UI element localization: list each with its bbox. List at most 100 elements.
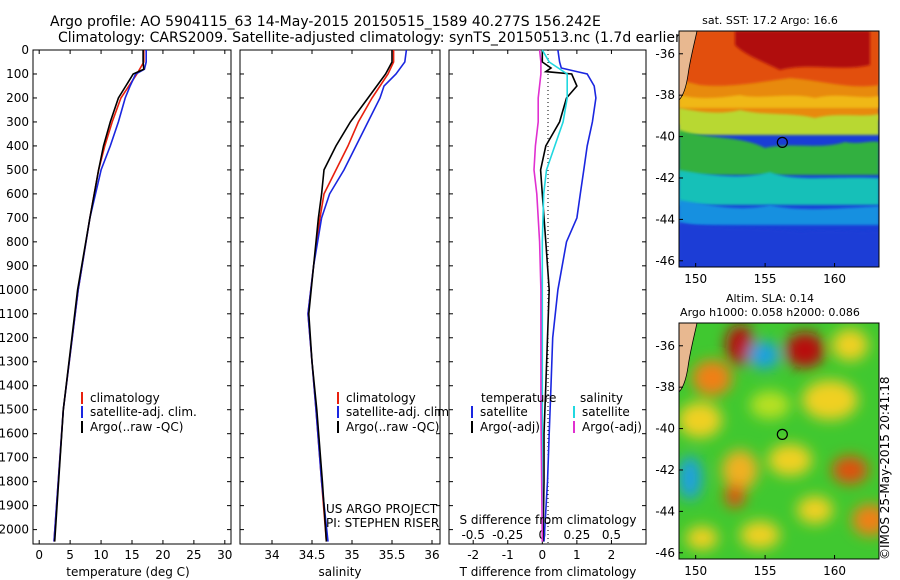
lat-tick-label: -42 bbox=[655, 171, 675, 185]
difference-axis-ticks: -2 -1 0 1 2-0.5 -0.25 0 0.25 0.5 bbox=[461, 50, 621, 562]
temperature-series bbox=[53, 50, 147, 542]
lat-tick-label: -38 bbox=[655, 380, 675, 394]
difference-legend: temperature salinity satellite Argo(-adj… bbox=[471, 391, 642, 434]
legend-salinity-head: salinity bbox=[580, 391, 623, 405]
t-difference-label: T difference from climatology bbox=[459, 565, 637, 579]
depth-tick-label: 1200 bbox=[0, 331, 29, 345]
temperature-axis-ticks: 0 5 10 15 20 25 30 bbox=[35, 50, 232, 562]
sla-map: Altim. SLA: 0.14 Argo h1000: 0.058 h2000… bbox=[655, 292, 880, 578]
temperature-panel: 0100200300400500600700800900100011001200… bbox=[0, 43, 232, 579]
lat-tick-label: -36 bbox=[655, 339, 675, 353]
x-tick-label: 25 bbox=[186, 548, 201, 562]
header-line1: Argo profile: AO 5904115_63 14-May-2015 … bbox=[50, 14, 601, 30]
s-tick-label: 0.25 bbox=[564, 528, 591, 542]
x-tick-label: 2 bbox=[608, 548, 616, 562]
x-tick-label: 0 bbox=[538, 548, 546, 562]
depth-tick-label: 1100 bbox=[0, 307, 29, 321]
depth-tick-label: 700 bbox=[6, 211, 29, 225]
depth-tick-label: 0 bbox=[21, 43, 29, 57]
lat-tick-label: -44 bbox=[655, 212, 675, 226]
sla-field bbox=[679, 323, 879, 559]
project-line2: PI: STEPHEN RISER bbox=[326, 516, 439, 530]
x-tick-label: 10 bbox=[93, 548, 108, 562]
s-tick-label: -0.5 bbox=[461, 528, 484, 542]
argo-location-marker bbox=[776, 428, 788, 440]
lat-tick-label: -46 bbox=[655, 254, 675, 268]
x-tick-label: 0 bbox=[35, 548, 43, 562]
depth-tick-label: 1800 bbox=[0, 475, 29, 489]
sla-map-ticks: 150 155 160 -36 -38 -40 -42 -44 -46 bbox=[655, 339, 846, 578]
salinity-axis-ticks: 34 34.5 35 35.5 36 bbox=[264, 50, 440, 562]
x-tick-label: 1 bbox=[573, 548, 581, 562]
x-tick-label: 35.5 bbox=[379, 548, 406, 562]
lon-tick-label: 150 bbox=[684, 272, 707, 286]
x-tick-label: 5 bbox=[66, 548, 74, 562]
series-line-temperature-satellite bbox=[543, 49, 597, 542]
series-line-temperature-argo-adj- bbox=[539, 50, 578, 542]
legend-t-sat-label: satellite bbox=[480, 405, 528, 419]
sla-map-frame bbox=[678, 322, 880, 560]
depth-tick-label: 300 bbox=[6, 115, 29, 129]
depth-tick-label: 1300 bbox=[0, 355, 29, 369]
depth-axis-ticks: 0 100 200 300 400 500 600 700 800 900 1000 1100 1200… bbox=[0, 43, 231, 537]
sst-map-ticks: 150 155 160 -36 -38 -40 -42 -44 -46 bbox=[655, 47, 846, 286]
x-tick-label: -1 bbox=[502, 548, 514, 562]
difference-series bbox=[533, 49, 597, 542]
legend-s-sat-label: satellite bbox=[582, 405, 630, 419]
depth-tick-label: 1600 bbox=[0, 427, 29, 441]
lon-tick-label: 155 bbox=[754, 272, 777, 286]
x-tick-label: 36 bbox=[424, 548, 439, 562]
temperature-legend: climatology satellite-adj. clim. Argo(..… bbox=[81, 391, 197, 434]
sla-map-title2: Argo h1000: 0.058 h2000: 0.086 bbox=[680, 306, 860, 319]
x-tick-label: -2 bbox=[467, 548, 479, 562]
difference-panel: -2 -1 0 1 2-0.5 -0.25 0 0.25 0.5 S difference fr… bbox=[448, 49, 647, 579]
lon-tick-label: 160 bbox=[823, 272, 846, 286]
legend-temperature-head: temperature bbox=[481, 391, 556, 405]
legend-clim-label: climatology bbox=[90, 391, 160, 405]
depth-tick-label: 2000 bbox=[0, 523, 29, 537]
sst-map-title: sat. SST: 17.2 Argo: 16.6 bbox=[702, 14, 838, 27]
depth-tick-label: 400 bbox=[6, 139, 29, 153]
salinity-plot-frame bbox=[239, 49, 441, 545]
series-line-argo-raw-qc- bbox=[53, 50, 145, 542]
depth-tick-label: 600 bbox=[6, 187, 29, 201]
lat-tick-label: -40 bbox=[655, 130, 675, 144]
x-tick-label: 35 bbox=[344, 548, 359, 562]
x-tick-label: 20 bbox=[155, 548, 170, 562]
legend-sat-label: satellite-adj. clim. bbox=[346, 405, 453, 419]
x-tick-label: 15 bbox=[124, 548, 139, 562]
salinity-legend: climatology satellite-adj. clim. Argo(..… bbox=[337, 391, 453, 434]
depth-tick-label: 1500 bbox=[0, 403, 29, 417]
temperature-plot-frame bbox=[32, 49, 232, 545]
s-tick-label: 0.5 bbox=[602, 528, 621, 542]
series-line-argo-raw-qc- bbox=[307, 50, 393, 542]
lat-tick-label: -44 bbox=[655, 504, 675, 518]
sst-field bbox=[679, 31, 879, 267]
difference-depth-ticks bbox=[449, 49, 646, 531]
lat-tick-label: -40 bbox=[655, 422, 675, 436]
lon-tick-label: 150 bbox=[684, 564, 707, 578]
series-line-salinity-satellite bbox=[541, 49, 569, 542]
lat-tick-label: -36 bbox=[655, 47, 675, 61]
salinity-xlabel: salinity bbox=[318, 565, 361, 579]
s-tick-label: -0.25 bbox=[492, 528, 523, 542]
legend-argo-label: Argo(..raw -QC) bbox=[346, 420, 439, 434]
depth-tick-label: 900 bbox=[6, 259, 29, 273]
depth-tick-label: 800 bbox=[6, 235, 29, 249]
sla-map-title1: Altim. SLA: 0.14 bbox=[726, 292, 814, 305]
lat-tick-label: -42 bbox=[655, 463, 675, 477]
legend-t-argo-label: Argo(-adj) bbox=[480, 420, 540, 434]
project-line1: US ARGO PROJECT bbox=[326, 502, 438, 516]
header-line2: Climatology: CARS2009. Satellite-adjuste… bbox=[58, 30, 686, 46]
legend-sat-label: satellite-adj. clim. bbox=[90, 405, 197, 419]
lon-tick-label: 155 bbox=[754, 564, 777, 578]
series-line-salinity-argo-adj- bbox=[533, 49, 544, 542]
legend-clim-label: climatology bbox=[346, 391, 416, 405]
x-tick-label: 34 bbox=[264, 548, 279, 562]
x-tick-label: 34.5 bbox=[299, 548, 326, 562]
s-difference-label: S difference from climatology bbox=[460, 513, 637, 527]
depth-tick-label: 200 bbox=[6, 91, 29, 105]
imos-stamp: ©IMOS 25-May-2015 20:41:18 bbox=[878, 376, 892, 560]
legend-argo-label: Argo(..raw -QC) bbox=[90, 420, 183, 434]
